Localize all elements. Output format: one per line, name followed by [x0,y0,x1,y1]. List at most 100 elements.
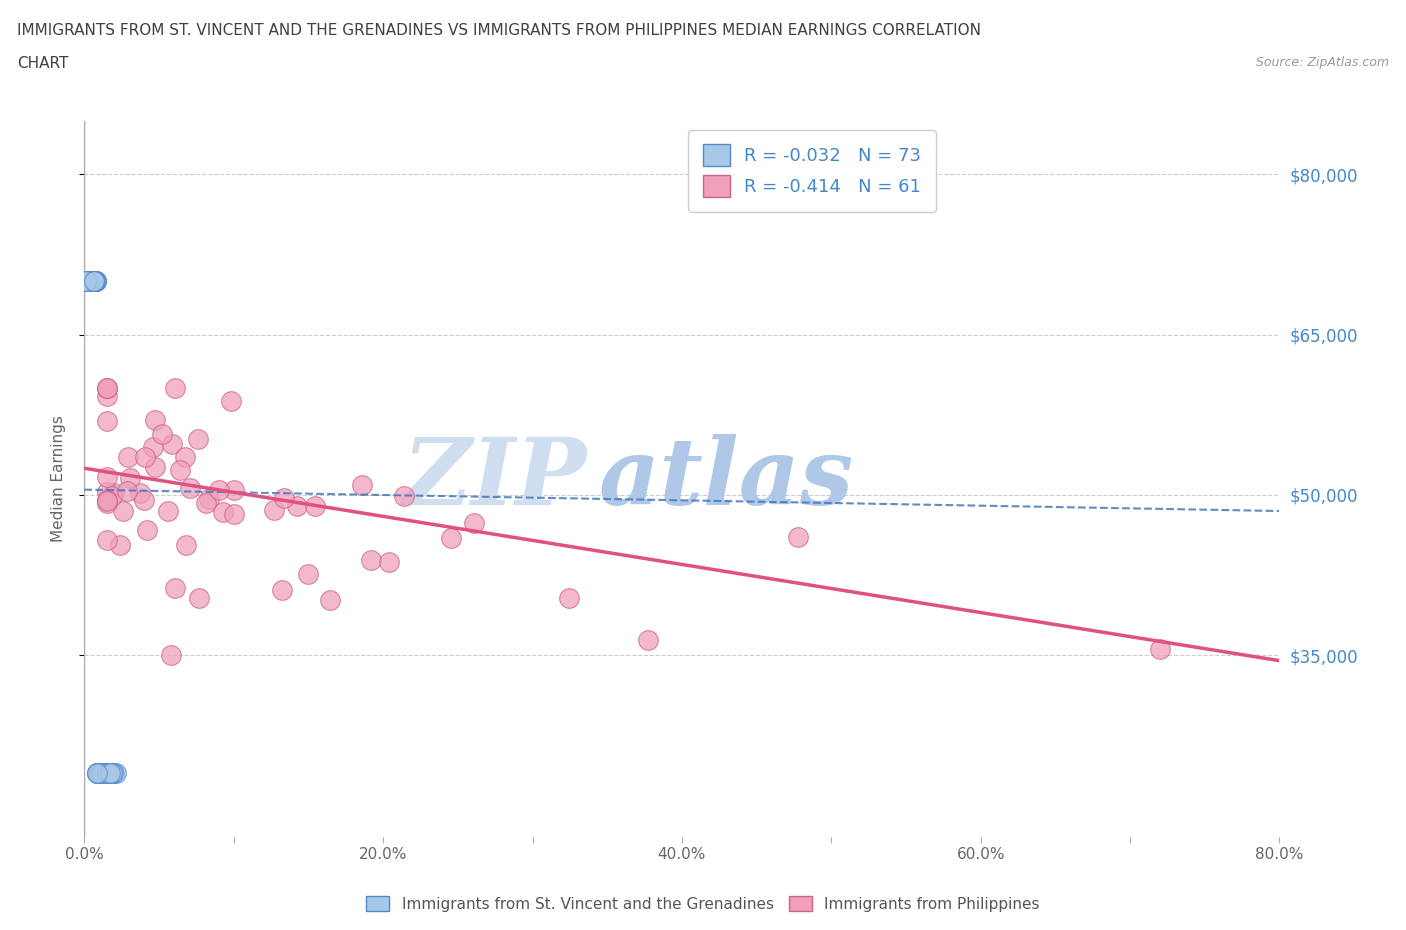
Point [273,491,295,506]
Point [76,273,98,288]
Legend: R = -0.032   N = 73, R = -0.414   N = 61: R = -0.032 N = 73, R = -0.414 N = 61 [689,130,936,212]
Point [163,380,186,395]
Point [79,273,101,288]
Point [219,393,242,408]
Point [93,765,115,780]
Text: IMMIGRANTS FROM ST. VINCENT AND THE GRENADINES VS IMMIGRANTS FROM PHILIPPINES ME: IMMIGRANTS FROM ST. VINCENT AND THE GREN… [17,23,981,38]
Point [77,273,100,288]
Point [82,273,104,288]
Point [83,273,105,288]
Point [173,450,195,465]
Point [75,273,97,288]
Point [98,765,121,780]
Point [174,538,197,552]
Point [86,765,108,780]
Point [87,765,110,780]
Point [297,567,319,582]
Point [96,494,118,509]
Point [75,273,97,288]
Point [83,273,105,288]
Point [76,273,98,288]
Point [87,765,110,780]
Point [90,765,112,780]
Point [96,413,118,428]
Point [117,449,139,464]
Point [94,765,117,780]
Point [77,273,100,288]
Point [96,492,118,507]
Y-axis label: Median Earnings: Median Earnings [51,416,66,542]
Point [86,765,108,780]
Point [224,507,246,522]
Point [350,478,373,493]
Point [86,273,108,288]
Point [86,765,108,780]
Point [160,647,183,662]
Point [111,503,134,518]
Point [263,503,285,518]
Point [157,503,180,518]
Point [94,765,117,780]
Point [87,765,110,780]
Text: CHART: CHART [17,56,69,71]
Point [360,553,382,568]
Point [96,532,118,547]
Point [84,273,107,288]
Point [82,273,104,288]
Point [86,765,108,780]
Point [90,765,112,780]
Point [162,437,184,452]
Point [83,273,105,288]
Point [558,591,581,605]
Point [96,380,118,395]
Point [79,273,101,288]
Point [86,765,108,780]
Point [82,273,104,288]
Text: Source: ZipAtlas.com: Source: ZipAtlas.com [1256,56,1389,69]
Text: ZIP: ZIP [402,434,586,524]
Point [105,765,128,780]
Point [1149,641,1171,656]
Point [80,273,103,288]
Point [103,485,125,500]
Point [96,496,118,511]
Point [96,380,118,395]
Point [84,273,107,288]
Point [211,504,233,519]
Point [187,432,209,446]
Point [89,765,111,780]
Point [378,555,401,570]
Point [94,765,117,780]
Point [188,591,211,605]
Point [132,492,155,507]
Point [75,273,97,288]
Point [208,483,231,498]
Point [101,765,124,780]
Point [98,765,121,780]
Point [75,273,97,288]
Point [82,273,104,288]
Text: atlas: atlas [599,434,853,524]
Point [198,492,221,507]
Point [90,765,112,780]
Point [96,380,118,395]
Point [637,632,659,647]
Point [87,765,110,780]
Point [271,582,294,597]
Point [169,463,191,478]
Point [84,273,107,288]
Point [83,273,105,288]
Point [96,485,118,499]
Point [75,273,97,288]
Point [96,389,118,404]
Point [83,273,105,288]
Point [134,449,156,464]
Point [100,765,122,780]
Point [82,273,104,288]
Point [77,273,100,288]
Point [392,488,415,503]
Point [135,522,157,537]
Point [150,427,173,442]
Point [143,459,166,474]
Point [100,765,122,780]
